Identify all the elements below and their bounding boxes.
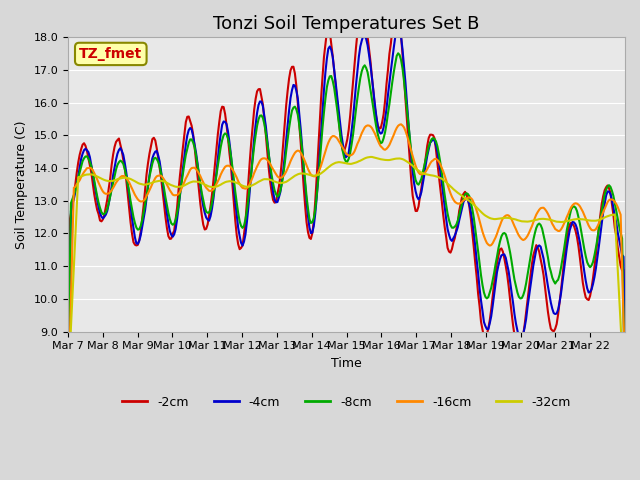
Title: Tonzi Soil Temperatures Set B: Tonzi Soil Temperatures Set B (213, 15, 480, 33)
-2cm (64, 356, 72, 362)
-2cm (351, 61, 358, 67)
-4cm (621, 348, 629, 353)
-2cm (621, 386, 629, 392)
-2cm (100, 212, 108, 217)
-32cm (367, 154, 374, 160)
-16cm (618, 265, 626, 271)
-16cm (545, 214, 553, 220)
-8cm (463, 191, 470, 196)
-8cm (545, 264, 553, 269)
-8cm (83, 154, 91, 159)
-8cm (394, 50, 402, 56)
-16cm (100, 190, 108, 196)
-4cm (100, 214, 108, 220)
-16cm (463, 195, 470, 201)
-16cm (351, 148, 358, 154)
-2cm (463, 192, 470, 197)
-4cm (463, 196, 470, 202)
-2cm (618, 267, 626, 273)
-4cm (394, 23, 402, 28)
-32cm (100, 177, 108, 183)
-4cm (618, 252, 626, 258)
-8cm (100, 211, 108, 217)
-8cm (618, 236, 626, 241)
-2cm (83, 148, 91, 154)
-2cm (545, 318, 553, 324)
-4cm (351, 99, 358, 105)
-16cm (83, 165, 91, 171)
-32cm (545, 217, 553, 223)
-8cm (64, 371, 72, 376)
-4cm (545, 292, 553, 298)
-4cm (83, 147, 91, 153)
-32cm (463, 196, 470, 202)
Y-axis label: Soil Temperature (C): Soil Temperature (C) (15, 120, 28, 249)
-32cm (618, 348, 626, 354)
Line: -8cm: -8cm (68, 53, 625, 397)
-8cm (621, 394, 629, 400)
Legend: -2cm, -4cm, -8cm, -16cm, -32cm: -2cm, -4cm, -8cm, -16cm, -32cm (117, 391, 576, 414)
-4cm (64, 419, 72, 424)
-16cm (621, 370, 629, 375)
-16cm (64, 405, 72, 411)
Line: -4cm: -4cm (68, 25, 625, 421)
-8cm (351, 119, 358, 125)
-32cm (83, 172, 91, 178)
-32cm (351, 160, 358, 166)
-16cm (397, 121, 405, 127)
Line: -2cm: -2cm (68, 6, 625, 389)
X-axis label: Time: Time (331, 357, 362, 370)
Line: -32cm: -32cm (68, 157, 625, 407)
Line: -16cm: -16cm (68, 124, 625, 408)
-2cm (358, 3, 365, 9)
-32cm (64, 385, 72, 391)
Text: TZ_fmet: TZ_fmet (79, 47, 143, 61)
-32cm (621, 404, 629, 409)
